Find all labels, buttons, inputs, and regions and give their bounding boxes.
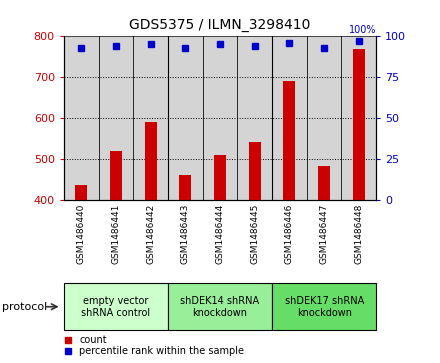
Bar [237,36,272,200]
Bar [341,36,376,200]
Bar [75,185,87,200]
Bar [214,155,226,200]
Bar [99,36,133,200]
Text: GSM1486447: GSM1486447 [319,203,329,264]
Text: percentile rank within the sample: percentile rank within the sample [79,346,244,356]
Bar [133,36,168,200]
Bar [272,283,376,330]
Text: GSM1486448: GSM1486448 [354,203,363,264]
Bar [179,175,191,200]
Text: 100%: 100% [349,25,376,35]
Bar [353,49,365,200]
Text: GSM1486444: GSM1486444 [216,203,224,264]
Bar [203,36,237,200]
Text: count: count [79,335,107,345]
Bar [144,122,157,200]
Text: GSM1486446: GSM1486446 [285,203,294,264]
Text: empty vector
shRNA control: empty vector shRNA control [81,296,150,318]
Text: GSM1486445: GSM1486445 [250,203,259,264]
Text: GSM1486443: GSM1486443 [181,203,190,264]
Text: GSM1486441: GSM1486441 [111,203,121,264]
Bar [272,36,307,200]
Bar [168,283,272,330]
Bar [64,283,168,330]
Title: GDS5375 / ILMN_3298410: GDS5375 / ILMN_3298410 [129,19,311,33]
Bar [249,143,261,200]
Bar [307,36,341,200]
Text: shDEK17 shRNA
knockdown: shDEK17 shRNA knockdown [285,296,364,318]
Bar [168,36,203,200]
Text: GSM1486440: GSM1486440 [77,203,86,264]
Bar [64,36,99,200]
Bar [110,151,122,200]
Text: protocol: protocol [2,302,48,312]
Bar [318,166,330,200]
Text: GSM1486442: GSM1486442 [146,203,155,264]
Text: shDEK14 shRNA
knockdown: shDEK14 shRNA knockdown [180,296,260,318]
Bar [283,81,296,200]
